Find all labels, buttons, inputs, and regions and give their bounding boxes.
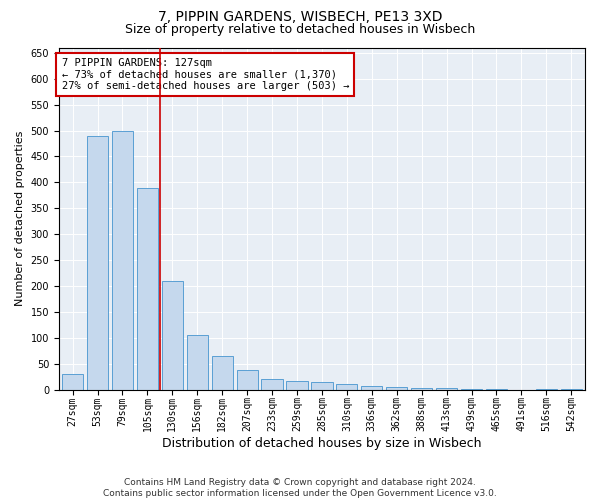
Text: 7, PIPPIN GARDENS, WISBECH, PE13 3XD: 7, PIPPIN GARDENS, WISBECH, PE13 3XD [158,10,442,24]
Bar [436,388,457,390]
Bar [386,388,407,390]
Bar [311,382,332,390]
Bar [411,388,432,390]
Bar [112,130,133,390]
Bar [262,378,283,390]
Bar [336,384,358,390]
Text: Size of property relative to detached houses in Wisbech: Size of property relative to detached ho… [125,22,475,36]
Bar [361,386,382,390]
Bar [461,389,482,390]
X-axis label: Distribution of detached houses by size in Wisbech: Distribution of detached houses by size … [162,437,482,450]
Bar [187,336,208,390]
Y-axis label: Number of detached properties: Number of detached properties [15,131,25,306]
Text: 7 PIPPIN GARDENS: 127sqm
← 73% of detached houses are smaller (1,370)
27% of sem: 7 PIPPIN GARDENS: 127sqm ← 73% of detach… [62,58,349,91]
Bar [236,370,258,390]
Bar [162,281,183,390]
Bar [212,356,233,390]
Text: Contains HM Land Registry data © Crown copyright and database right 2024.
Contai: Contains HM Land Registry data © Crown c… [103,478,497,498]
Bar [286,380,308,390]
Bar [62,374,83,390]
Bar [87,136,108,390]
Bar [137,188,158,390]
